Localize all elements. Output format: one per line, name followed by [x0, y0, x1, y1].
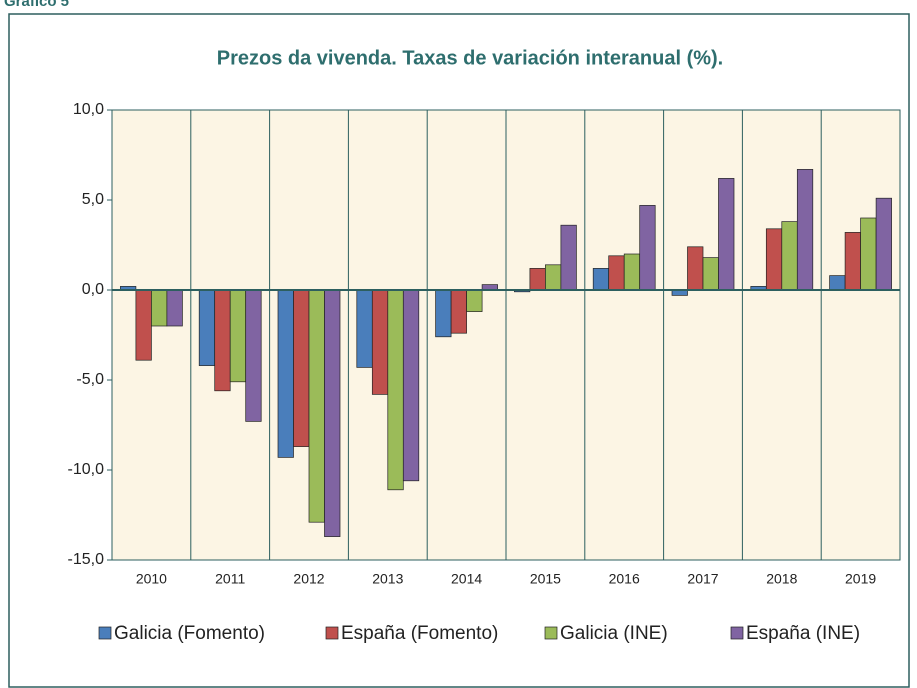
bar	[639, 205, 656, 291]
y-tick-label: -5,0	[76, 371, 104, 388]
bar	[198, 289, 216, 366]
x-tick-label: 2018	[766, 571, 797, 587]
bar	[545, 264, 562, 291]
y-tick-label: 10,0	[73, 101, 104, 118]
bar	[166, 289, 183, 327]
legend-label: Galicia (Fomento)	[114, 623, 265, 644]
legend-swatch	[730, 626, 744, 640]
bar	[466, 289, 483, 312]
bar	[829, 275, 846, 291]
x-tick-label: 2014	[451, 571, 482, 587]
y-tick-label: 0,0	[82, 281, 104, 298]
bar	[387, 289, 404, 491]
bar	[718, 178, 735, 291]
chart-title: Prezos da vivenda. Taxas de variación in…	[217, 47, 723, 69]
bar	[796, 169, 814, 291]
legend-swatch	[325, 626, 339, 640]
bar	[875, 197, 892, 291]
bar	[687, 246, 704, 291]
x-tick-label: 2013	[372, 571, 403, 587]
y-tick-label: 5,0	[82, 191, 104, 208]
bar	[450, 289, 467, 334]
bar	[529, 268, 546, 291]
bar	[371, 289, 389, 395]
legend-swatch	[98, 626, 112, 640]
bar	[229, 289, 247, 383]
bar	[308, 289, 325, 523]
legend-label: Galicia (INE)	[560, 623, 668, 644]
bar	[702, 257, 719, 291]
legend-swatch	[544, 626, 558, 640]
bar	[592, 268, 610, 291]
x-tick-label: 2010	[136, 571, 167, 587]
bar	[402, 289, 420, 482]
bar	[151, 289, 168, 327]
bar	[623, 253, 641, 291]
bar	[356, 289, 373, 368]
x-tick-label: 2012	[293, 571, 324, 587]
x-tick-label: 2019	[845, 571, 876, 587]
figure-label: Gráfico 5	[4, 0, 69, 10]
bar	[560, 224, 577, 291]
bar	[435, 289, 452, 338]
bar	[245, 289, 262, 422]
bar	[608, 255, 625, 291]
y-tick-label: -10,0	[68, 461, 105, 478]
legend-label: España (INE)	[746, 623, 860, 644]
bar	[844, 232, 861, 291]
bar	[324, 289, 341, 537]
bar	[781, 221, 798, 291]
x-tick-label: 2011	[215, 571, 245, 587]
legend-label: España (Fomento)	[341, 623, 498, 644]
bar	[277, 289, 294, 458]
bar	[293, 289, 310, 447]
bar	[860, 217, 877, 291]
x-tick-label: 2017	[687, 571, 718, 587]
y-tick-label: -15,0	[68, 551, 105, 568]
x-tick-label: 2016	[609, 571, 640, 587]
bar	[765, 228, 783, 291]
bar	[135, 289, 152, 361]
bar	[214, 289, 231, 392]
x-tick-label: 2015	[530, 571, 561, 587]
